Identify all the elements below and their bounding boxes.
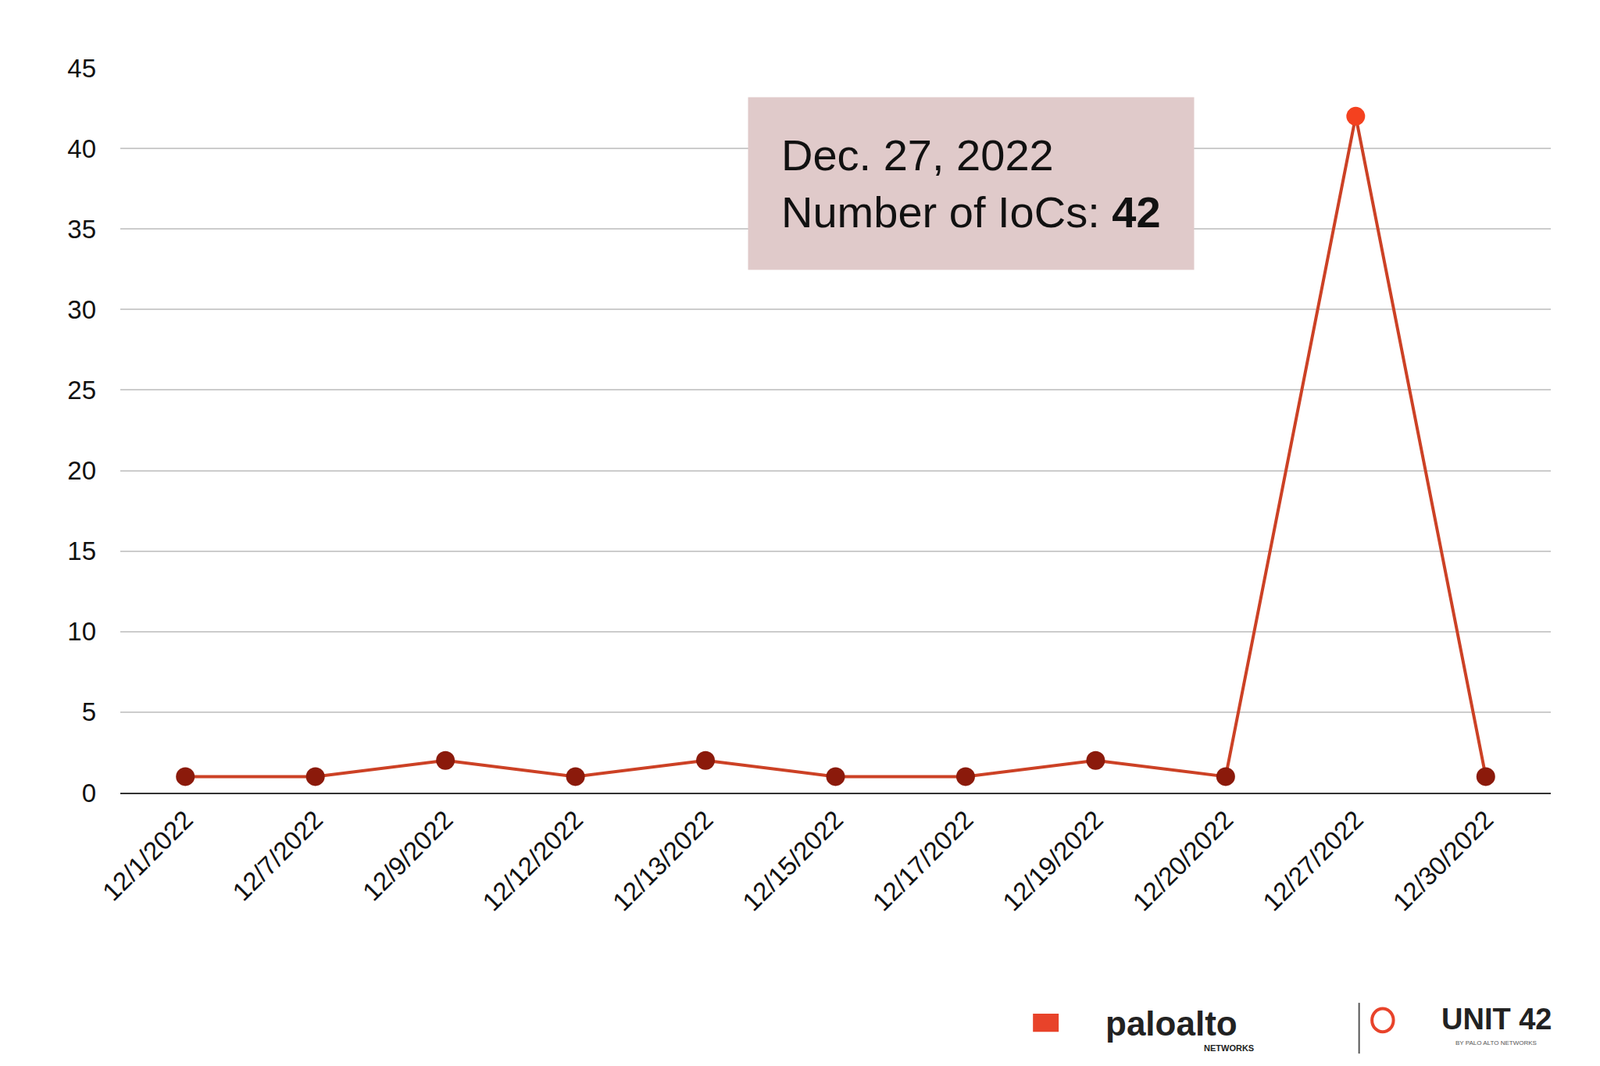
svg-text:12/9/2022: 12/9/2022 — [357, 805, 459, 908]
svg-text:10: 10 — [67, 617, 97, 647]
svg-text:12/1/2022: 12/1/2022 — [96, 805, 199, 908]
svg-text:paloalto: paloalto — [1105, 1004, 1238, 1043]
svg-text:5: 5 — [82, 697, 97, 727]
svg-text:12/12/2022: 12/12/2022 — [476, 805, 589, 918]
svg-text:Dec. 27, 2022Number of IoCs: 4: Dec. 27, 2022Number of IoCs: 42 — [781, 130, 1161, 237]
svg-text:12/19/2022: 12/19/2022 — [996, 805, 1109, 918]
svg-text:25: 25 — [67, 375, 97, 405]
svg-text:12/7/2022: 12/7/2022 — [226, 805, 329, 908]
svg-text:40: 40 — [67, 134, 97, 164]
svg-text:NETWORKS: NETWORKS — [1203, 1043, 1254, 1054]
svg-text:15: 15 — [67, 536, 97, 566]
svg-text:20: 20 — [67, 456, 97, 486]
svg-text:UNIT 42: UNIT 42 — [1441, 1003, 1552, 1036]
svg-text:BY PALO ALTO NETWORKS: BY PALO ALTO NETWORKS — [1455, 1039, 1537, 1047]
svg-text:45: 45 — [67, 53, 97, 83]
svg-text:12/13/2022: 12/13/2022 — [607, 805, 719, 918]
svg-text:12/30/2022: 12/30/2022 — [1386, 805, 1499, 918]
svg-text:12/20/2022: 12/20/2022 — [1127, 805, 1240, 918]
svg-text:30: 30 — [67, 295, 97, 325]
svg-text:12/15/2022: 12/15/2022 — [736, 805, 849, 918]
svg-text:12/27/2022: 12/27/2022 — [1257, 805, 1369, 918]
svg-text:0: 0 — [82, 778, 97, 808]
svg-text:35: 35 — [67, 214, 97, 244]
svg-text:12/17/2022: 12/17/2022 — [867, 805, 979, 918]
